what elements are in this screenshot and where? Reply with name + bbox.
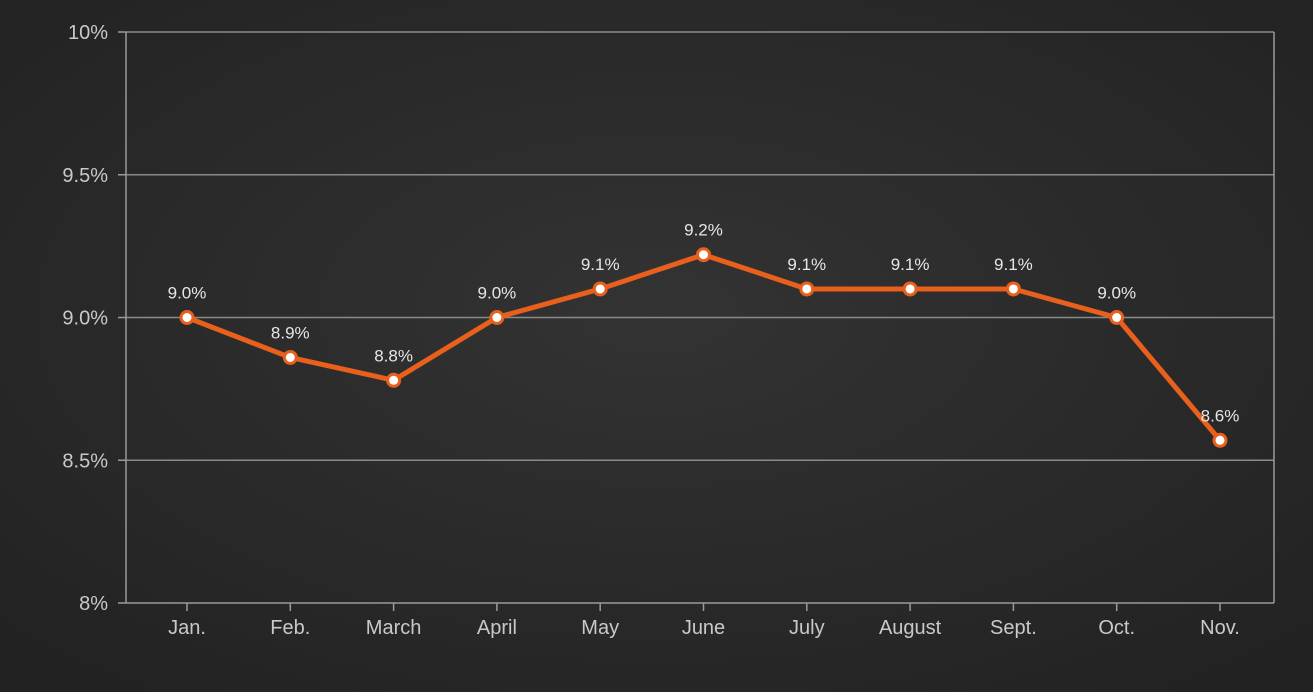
x-tick-label-2: March bbox=[366, 617, 422, 639]
y-tick-label-0: 8% bbox=[79, 593, 108, 615]
data-label-10: 8.6% bbox=[1201, 406, 1240, 425]
data-point-3 bbox=[489, 310, 505, 325]
data-label-6: 9.1% bbox=[787, 255, 826, 274]
x-tick-label-9: Oct. bbox=[1098, 617, 1135, 639]
data-labels: 9.0% 8.9% 8.8% 9.0% 9.1% 9.2% 9.1% 9.1% 9.1% 9.0%… bbox=[168, 221, 1240, 426]
data-label-8: 9.1% bbox=[994, 255, 1033, 274]
data-point-7 bbox=[902, 281, 918, 297]
y-tick-label-2: 9.0% bbox=[62, 308, 108, 330]
data-label-2: 8.8% bbox=[374, 346, 413, 365]
x-tick-label-4: May bbox=[581, 617, 619, 639]
axes bbox=[118, 31, 1275, 611]
x-tick-label-10: Nov. bbox=[1200, 617, 1240, 639]
data-point-2 bbox=[386, 372, 402, 388]
data-label-1: 8.9% bbox=[271, 323, 310, 342]
x-tick-label-3: April bbox=[477, 617, 517, 639]
data-point-4 bbox=[592, 281, 608, 297]
data-label-4: 9.1% bbox=[581, 255, 620, 274]
data-point-9 bbox=[1109, 310, 1125, 325]
x-axis-tick-labels: Jan. Feb. March April May June July August Sept.… bbox=[168, 617, 1240, 639]
x-tick-label-0: Jan. bbox=[168, 617, 206, 639]
data-points bbox=[179, 247, 1228, 448]
x-tick-label-6: July bbox=[789, 617, 825, 639]
data-point-5 bbox=[696, 247, 711, 263]
x-tick-label-7: August bbox=[879, 617, 942, 639]
data-point-1 bbox=[282, 349, 298, 365]
x-tick-label-8: Sept. bbox=[990, 617, 1037, 639]
y-tick-label-3: 9.5% bbox=[62, 165, 108, 187]
grid-lines bbox=[126, 31, 1274, 461]
data-point-10 bbox=[1212, 432, 1228, 448]
data-label-5: 9.2% bbox=[684, 221, 723, 240]
data-point-6 bbox=[799, 281, 815, 297]
data-label-0: 9.0% bbox=[168, 284, 207, 303]
x-tick-label-5: June bbox=[682, 617, 725, 639]
data-label-3: 9.0% bbox=[478, 284, 517, 303]
data-point-8 bbox=[1005, 281, 1021, 297]
data-label-7: 9.1% bbox=[891, 255, 930, 274]
data-point-0 bbox=[179, 310, 195, 325]
x-tick-label-1: Feb. bbox=[270, 617, 310, 639]
y-tick-label-4: 10% bbox=[68, 22, 108, 44]
y-axis-tick-labels: 8% 8.5% 9.0% 9.5% 10% bbox=[62, 22, 108, 615]
y-tick-label-1: 8.5% bbox=[62, 450, 108, 472]
data-label-9: 9.0% bbox=[1097, 284, 1136, 303]
